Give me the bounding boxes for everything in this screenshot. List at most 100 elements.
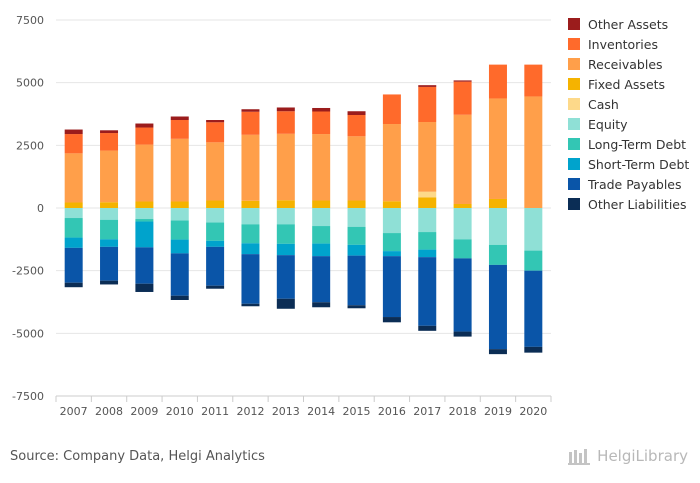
y-tick-label: -2500	[12, 265, 44, 278]
bar-segment	[64, 237, 83, 248]
bar-segment	[347, 115, 366, 137]
brand-name: HelgiLibrary	[597, 447, 688, 465]
bar-segment	[453, 208, 472, 240]
legend-item[interactable]: Fixed Assets	[568, 74, 689, 94]
bar-segment	[206, 246, 225, 286]
bar-segment	[524, 96, 543, 208]
bar-segment	[418, 191, 437, 198]
bar-segment	[64, 282, 83, 288]
bar-segment	[382, 201, 401, 208]
legend-item[interactable]: Receivables	[568, 54, 689, 74]
legend-swatch	[568, 98, 580, 110]
y-tick-label: 2500	[16, 139, 44, 152]
x-tick-label: 2009	[130, 405, 158, 418]
bar-segment	[312, 256, 331, 303]
bar-segment	[170, 120, 189, 139]
bar-segment	[453, 81, 472, 115]
bar-segment	[276, 107, 295, 112]
bar-segment	[418, 85, 437, 87]
bar-segment	[488, 264, 507, 350]
bar-segment	[100, 150, 119, 203]
bar-segment	[312, 107, 331, 112]
bar-segment	[418, 86, 437, 123]
legend-item[interactable]: Long-Term Debt	[568, 134, 689, 154]
chart-legend: Other Assets Inventories Receivables Fixed …	[568, 14, 689, 214]
bar-segment	[64, 129, 83, 135]
bar-segment	[64, 153, 83, 203]
bar-segment	[382, 94, 401, 125]
x-tick-label: 2013	[272, 405, 300, 418]
bar-segment	[241, 134, 260, 201]
bar-segment	[64, 208, 83, 219]
legend-label: Fixed Assets	[588, 76, 666, 92]
bar-segment	[418, 197, 437, 208]
bar-segment	[170, 208, 189, 221]
bar-segment	[276, 111, 295, 134]
bar-segment	[382, 233, 401, 252]
legend-swatch	[568, 38, 580, 50]
bar-segment	[453, 331, 472, 337]
bar-segment	[64, 247, 83, 283]
bar-segment	[100, 239, 119, 247]
bar-segment	[488, 64, 507, 99]
bar-segment	[170, 138, 189, 202]
bar-segment	[135, 144, 154, 202]
bar-segment	[382, 208, 401, 234]
bar-segment	[206, 200, 225, 208]
legend-label: Inventories	[588, 36, 658, 52]
chart-svg: -7500 -5000 -2500 0 2500 5000 7500 2007 2008 2009…	[12, 14, 552, 418]
legend-label: Trade Payables	[588, 176, 682, 192]
legend-item[interactable]: Other Liabilities	[568, 194, 689, 214]
bar-segment	[453, 114, 472, 204]
bar-segment	[135, 283, 154, 292]
bar-segment	[312, 111, 331, 135]
bar-segment	[312, 302, 331, 308]
x-tick-label: 2008	[95, 405, 123, 418]
legend-label: Receivables	[588, 56, 663, 72]
bar-segment	[347, 111, 366, 116]
x-tick-label: 2019	[484, 405, 512, 418]
legend-label: Equity	[588, 116, 628, 132]
legend-item[interactable]: Inventories	[568, 34, 689, 54]
legend-swatch	[568, 118, 580, 130]
bar-segment	[170, 220, 189, 240]
bar-segment	[100, 208, 119, 220]
legend-item[interactable]: Trade Payables	[568, 174, 689, 194]
bar-segment	[488, 349, 507, 355]
legend-swatch	[568, 58, 580, 70]
bar-segment	[241, 109, 260, 112]
y-tick-label: -7500	[12, 390, 44, 403]
legend-item[interactable]: Short-Term Debt	[568, 154, 689, 174]
bar-segment	[312, 226, 331, 244]
legend-item[interactable]: Cash	[568, 94, 689, 114]
bar-segment	[135, 221, 154, 248]
legend-swatch	[568, 18, 580, 30]
bar-segment	[488, 244, 507, 265]
bar-segment	[524, 208, 543, 251]
legend-swatch	[568, 178, 580, 190]
bar-segment	[206, 208, 225, 223]
y-tick-label: 5000	[16, 77, 44, 90]
bar-segment	[347, 244, 366, 256]
x-tick-label: 2011	[201, 405, 229, 418]
legend-item[interactable]: Other Assets	[568, 14, 689, 34]
bar-segment	[488, 198, 507, 208]
bar-segment	[347, 200, 366, 208]
bar-segment	[524, 270, 543, 347]
bar-segment	[206, 222, 225, 241]
bar-segment	[241, 243, 260, 255]
bar-segment	[524, 346, 543, 353]
bar-segment	[241, 303, 260, 307]
bar-segment	[312, 243, 331, 257]
bar-segment	[170, 201, 189, 208]
bar-segment	[312, 200, 331, 208]
legend-label: Cash	[588, 96, 619, 112]
bar-segment	[100, 219, 119, 240]
bar-segment	[135, 201, 154, 208]
bar-segment	[276, 298, 295, 309]
bar-segment	[241, 200, 260, 208]
bar-segment	[206, 285, 225, 289]
x-tick-label: 2020	[519, 405, 547, 418]
legend-item[interactable]: Equity	[568, 114, 689, 134]
x-tick-label: 2010	[166, 405, 194, 418]
